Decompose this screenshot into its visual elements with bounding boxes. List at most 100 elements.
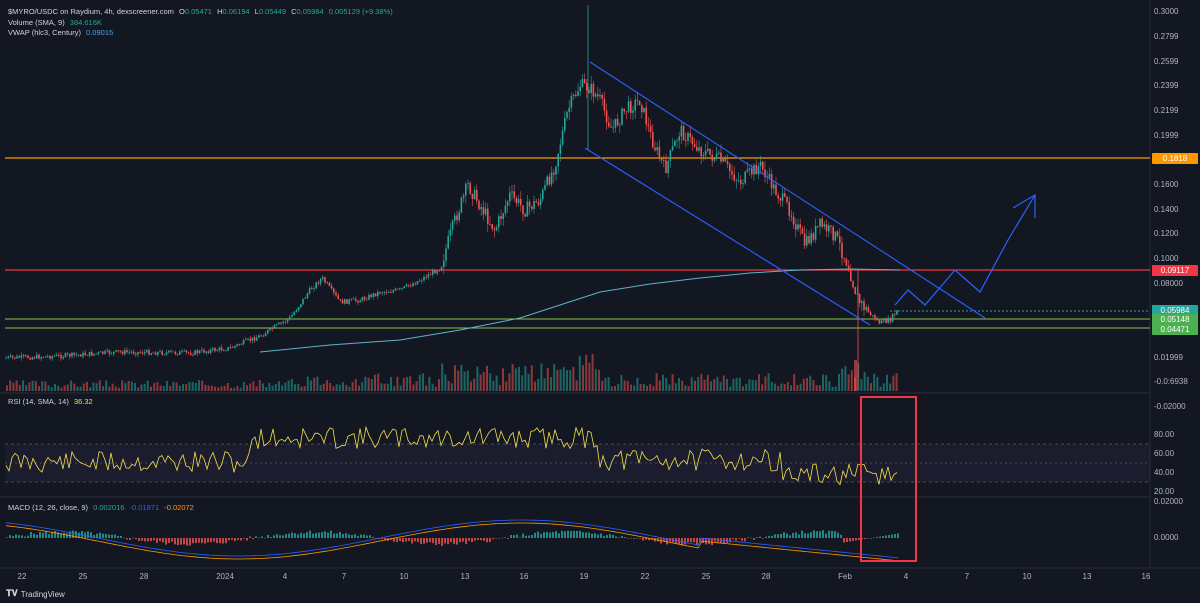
candle-body [621, 108, 623, 125]
volume-bar [540, 363, 543, 391]
macd-histogram-bar [423, 538, 425, 544]
candle-body [185, 350, 188, 353]
candle-body [190, 352, 192, 355]
volume-bar [86, 381, 88, 391]
time-tick: Feb [838, 572, 852, 581]
macd-histogram-bar [513, 535, 515, 538]
candle-body [667, 160, 669, 174]
macd-histogram-bar [96, 533, 98, 538]
candle-body [126, 350, 128, 353]
candle-body [550, 172, 553, 185]
volume-bar [790, 385, 792, 391]
candle-body [740, 180, 742, 185]
candle-body [368, 294, 370, 300]
macd-histogram-bar [495, 537, 497, 539]
macd-histogram-bar [585, 532, 587, 538]
candle-body [22, 355, 25, 356]
candle-body [438, 270, 441, 272]
macd-histogram-bar [837, 532, 839, 538]
volume-bar [57, 385, 60, 391]
candle-body [465, 183, 467, 196]
candle-body [91, 351, 93, 356]
macd-histogram-bar [639, 538, 641, 539]
macd-histogram-bar [618, 537, 620, 538]
candle-body [462, 195, 465, 198]
macd-histogram-bar [567, 530, 569, 538]
volume-bar [303, 386, 306, 391]
macd-histogram-bar [738, 538, 740, 539]
macd-histogram-bar [291, 532, 293, 538]
tradingview-logo[interactable]: 𝐓𝐕 TradingView [6, 589, 65, 599]
macd-histogram-bar [777, 534, 779, 538]
candle-body [867, 307, 870, 313]
candle-body [449, 229, 452, 237]
volume-bar [713, 379, 716, 391]
candle-body [713, 158, 716, 161]
volume-bar [127, 380, 130, 391]
candle-body [361, 297, 364, 301]
candle-body [427, 274, 430, 278]
candle-body [440, 267, 443, 271]
macd-histogram-bar [537, 531, 539, 538]
candle-body [27, 355, 29, 359]
macd-histogram-bar [60, 533, 62, 538]
macd-histogram-bar [543, 532, 545, 538]
volume-bar [396, 376, 399, 391]
macd-histogram-bar [846, 538, 848, 542]
volume-bar [617, 384, 620, 391]
volume-bar [815, 385, 818, 391]
candle-body [777, 195, 779, 199]
macd-histogram-bar [72, 530, 74, 538]
candle-body [55, 354, 58, 356]
candle-body [843, 257, 845, 259]
volume-bar [278, 381, 280, 391]
macd-histogram-bar [702, 538, 704, 544]
candle-body [220, 347, 223, 351]
candle-body [634, 99, 636, 111]
volume-bar [633, 385, 636, 391]
candle-body [176, 353, 179, 355]
candle-body [234, 345, 236, 348]
candle-body [223, 350, 225, 352]
macd-histogram-bar [873, 537, 875, 539]
candle-body [36, 354, 38, 359]
macd-histogram-bar [36, 534, 38, 538]
candle-body [352, 298, 355, 300]
candle-body [515, 197, 518, 204]
macd-histogram-bar [531, 534, 533, 538]
volume-bar [265, 386, 268, 391]
channel-upper-line [589, 61, 986, 319]
volume-bar [313, 377, 316, 391]
macd-histogram-bar [603, 536, 605, 538]
candle-body [355, 298, 357, 301]
volume-bar [466, 370, 469, 391]
volume-bar [390, 377, 392, 391]
candle-body [513, 191, 515, 198]
candle-body [553, 172, 555, 175]
macd-histogram-bar [9, 535, 11, 538]
candle-body [707, 148, 709, 151]
volume-bar [329, 383, 332, 391]
macd-histogram-bar [561, 530, 563, 538]
macd-histogram-bar [687, 538, 689, 543]
volume-bar [591, 354, 594, 391]
volume-bar [700, 373, 703, 391]
volume-bar [895, 373, 898, 391]
candle-body [421, 280, 423, 282]
macd-histogram-bar [306, 532, 308, 538]
volume-bar [601, 380, 604, 391]
macd-histogram-bar [219, 538, 221, 544]
macd-histogram-bar [858, 538, 860, 540]
volume-bar [198, 380, 200, 391]
volume-bar [594, 369, 597, 391]
macd-histogram-bar [762, 538, 764, 539]
macd-histogram-bar [807, 533, 809, 538]
candle-body [51, 356, 53, 359]
candle-body [753, 164, 755, 175]
macd-histogram-bar [18, 535, 20, 538]
candle-body [5, 357, 7, 359]
candle-body [806, 235, 808, 246]
candle-body [691, 136, 694, 145]
macd-histogram-bar [696, 538, 698, 546]
